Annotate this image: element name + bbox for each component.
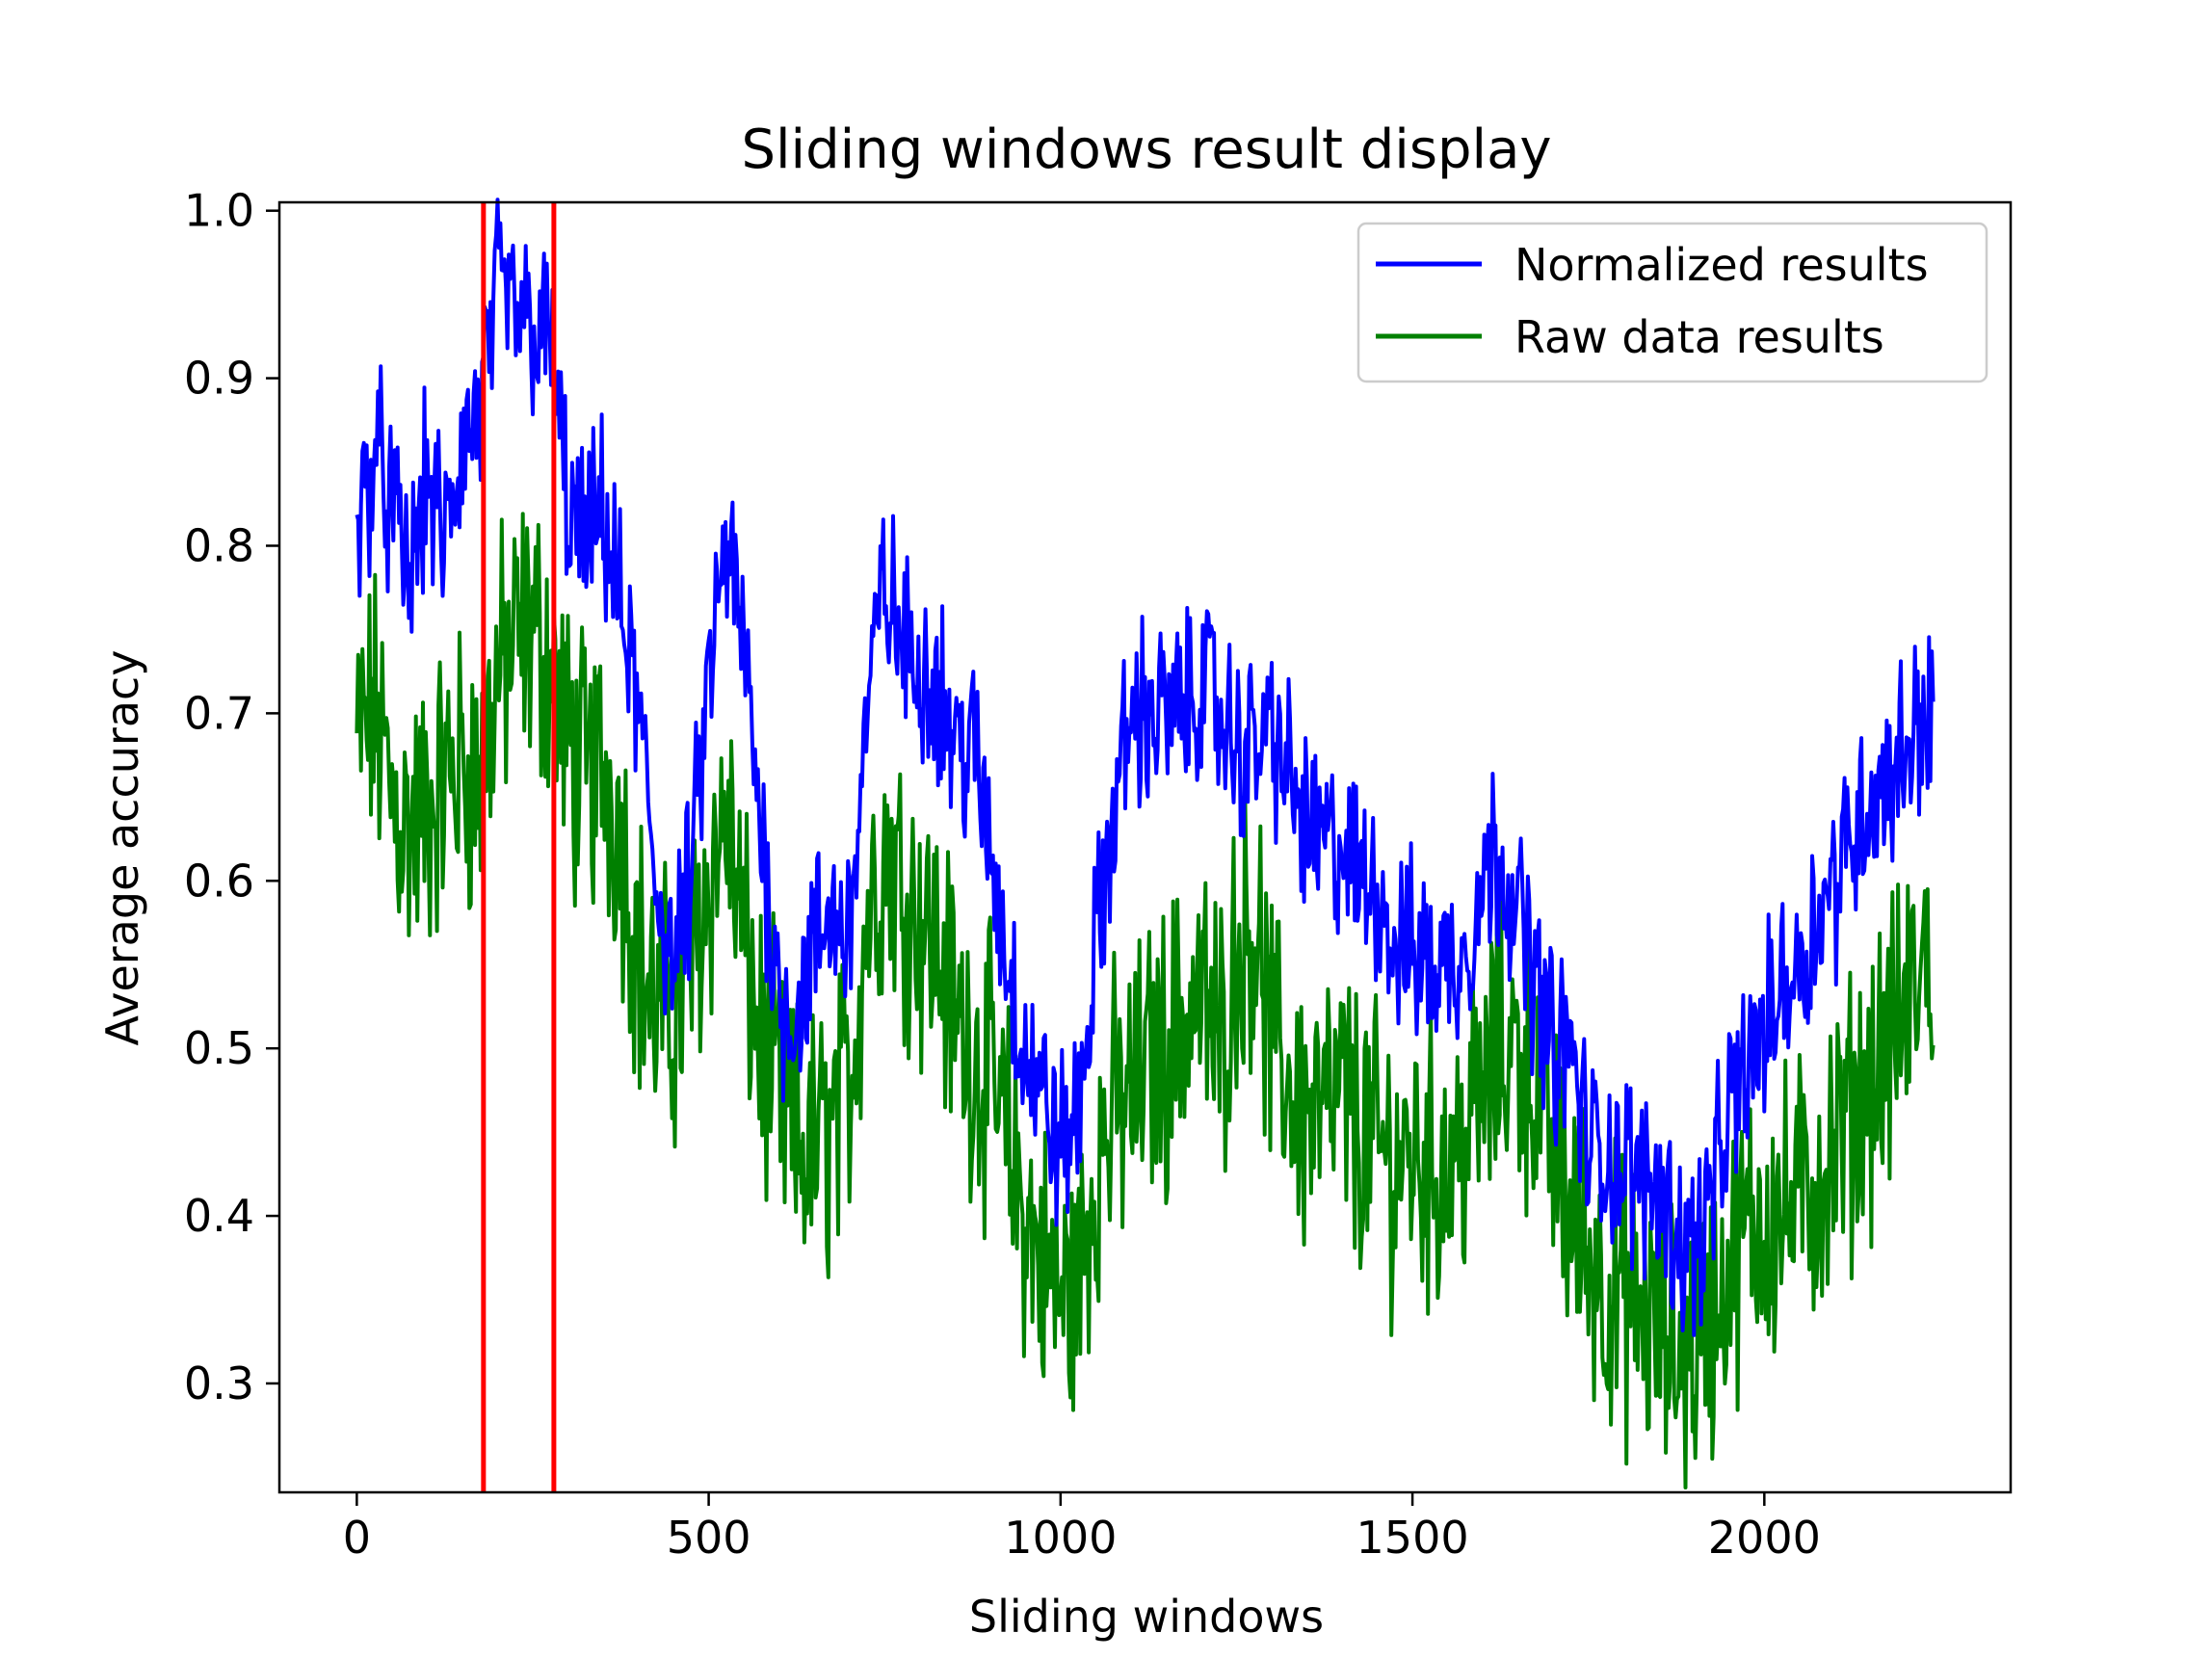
x-tick-label: 1500 — [1356, 1512, 1469, 1564]
legend: Normalized results Raw data results — [1356, 222, 1988, 383]
y-tick-label: 0.3 — [184, 1357, 254, 1409]
x-tick-label: 0 — [343, 1512, 371, 1564]
plot-area — [355, 198, 1936, 1492]
y-tick-label: 0.6 — [184, 855, 254, 907]
legend-label-raw: Raw data results — [1514, 311, 1884, 363]
x-tick-label: 1000 — [1004, 1512, 1117, 1564]
y-tick-label: 0.4 — [184, 1190, 254, 1242]
legend-label-normalized: Normalized results — [1514, 239, 1929, 291]
x-tick-label: 2000 — [1708, 1512, 1821, 1564]
y-tick-label: 0.5 — [184, 1022, 254, 1074]
series-line-normalized — [355, 198, 1936, 1337]
x-tick-label: 500 — [667, 1512, 751, 1564]
chart-title: Sliding windows result display — [741, 118, 1551, 181]
legend-box — [1356, 222, 1988, 383]
y-tick-label: 0.8 — [184, 519, 254, 571]
x-axis: 0 500 1000 1500 2000 — [343, 1492, 1821, 1564]
y-axis: 0.3 0.4 0.5 0.6 0.7 0.8 0.9 1.0 — [184, 185, 279, 1409]
series-line-raw — [355, 512, 1936, 1489]
y-axis-label: Average accuracy — [96, 649, 148, 1045]
y-tick-label: 0.9 — [184, 353, 254, 405]
y-tick-label: 1.0 — [184, 185, 254, 237]
plot-frame — [277, 200, 2013, 1494]
x-axis-label: Sliding windows — [969, 1591, 1324, 1643]
y-tick-label: 0.7 — [184, 687, 254, 739]
